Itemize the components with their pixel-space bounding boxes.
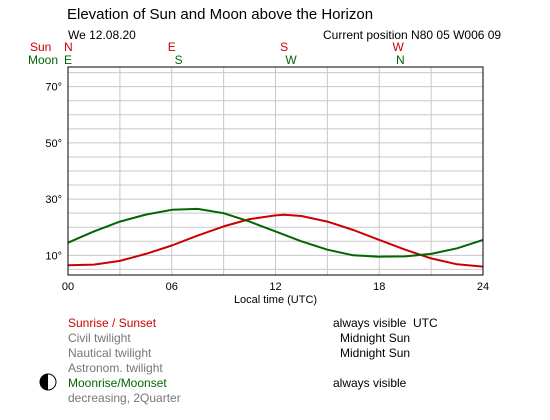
sun-row-label: Sun (30, 40, 52, 54)
legend-civil-twilight: Civil twilight (68, 331, 131, 345)
moonrise-value: always visible (333, 376, 407, 390)
legend-nautical-twilight: Nautical twilight (68, 346, 152, 360)
legend-astronomical-twilight: Astronom. twilight (68, 361, 163, 375)
moon-direction-s: S (174, 53, 183, 67)
moon-direction-n: N (396, 53, 405, 67)
x-tick-label: 06 (166, 281, 178, 293)
x-tick-label: 18 (373, 281, 385, 293)
sun-direction-e: E (167, 40, 176, 54)
y-tick-label: 10° (45, 250, 62, 262)
sun-direction-w: W (392, 40, 404, 54)
y-tick-label: 50° (45, 138, 62, 150)
sun-direction-s: S (280, 40, 289, 54)
date-label: We 12.08.20 (68, 28, 136, 42)
series-line-sun (67, 213, 484, 268)
timezone-label: UTC (413, 316, 438, 330)
sun-direction-n: N (64, 40, 73, 54)
moon-direction-w: W (285, 53, 297, 67)
moon-phase-label: decreasing, 2Quarter (68, 391, 181, 405)
moon-direction-e: E (64, 53, 73, 67)
page-title: Elevation of Sun and Moon above the Hori… (67, 6, 374, 23)
legend-moonrise-moonset: Moonrise/Moonset (68, 376, 167, 390)
current-position: Current position N80 05 W006 09 (323, 28, 502, 42)
moon-row-label: Moon (28, 53, 59, 67)
series-line-moon (67, 207, 484, 258)
x-tick-label: 12 (269, 281, 281, 293)
x-tick-label: 24 (477, 281, 489, 293)
legend-sunrise-sunset: Sunrise / Sunset (68, 316, 157, 330)
x-tick-label: 00 (62, 281, 74, 293)
x-axis-label: Local time (UTC) (234, 294, 317, 306)
y-tick-label: 70° (45, 82, 62, 94)
civil-twilight-value: Midnight Sun (340, 331, 411, 345)
plot-frame (67, 66, 484, 276)
moon-phase-icon (39, 373, 57, 391)
y-tick-label: 30° (45, 194, 62, 206)
nautical-twilight-value: Midnight Sun (340, 346, 411, 360)
sunrise-value: always visible (333, 316, 407, 330)
